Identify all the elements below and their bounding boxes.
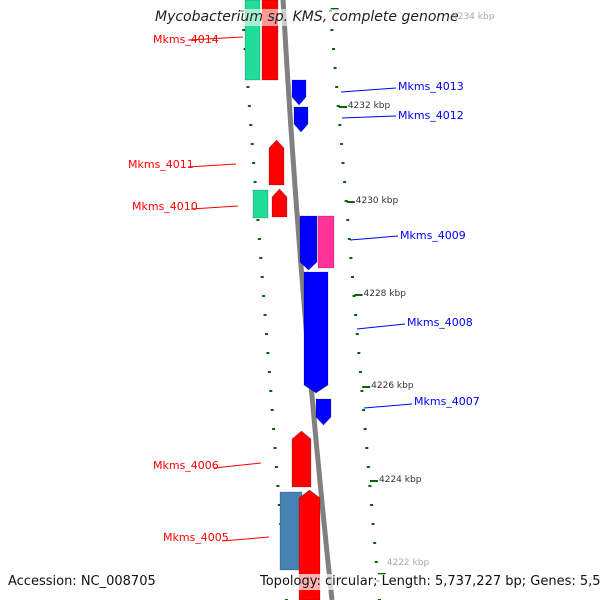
gene-label[interactable]: Mkms_4008 — [407, 316, 473, 329]
minor-tick — [267, 371, 271, 373]
leader-line — [190, 205, 239, 210]
leader-line — [221, 536, 270, 542]
minor-tick — [355, 333, 359, 335]
minor-tick — [246, 86, 250, 88]
gene-label[interactable]: Mkms_4010 — [132, 200, 198, 213]
gene-mkms_4010 — [271, 188, 288, 218]
minor-tick — [358, 371, 362, 373]
minor-tick — [349, 257, 353, 259]
minor-tick — [347, 238, 351, 240]
gene-mkms_4009 — [299, 215, 318, 271]
minor-tick — [368, 485, 372, 487]
leader-line — [349, 235, 399, 241]
minor-tick — [253, 181, 257, 183]
leader-line — [213, 462, 262, 469]
kbp-label: 4230 kbp — [355, 196, 399, 206]
minor-tick — [344, 200, 348, 202]
gene-mkms_4011 — [268, 139, 285, 186]
leader-line — [341, 115, 397, 119]
minor-tick — [263, 314, 267, 316]
kbp-label: 4226 kbp — [371, 381, 414, 391]
minor-tick — [242, 29, 246, 31]
minor-tick — [374, 561, 378, 563]
minor-tick — [277, 504, 281, 506]
leader-line — [356, 323, 406, 330]
minor-tick — [249, 124, 253, 126]
minor-tick — [346, 219, 350, 221]
leader-line — [187, 36, 244, 41]
minor-tick — [366, 466, 370, 468]
leader-line — [363, 403, 413, 409]
minor-tick — [341, 162, 345, 164]
minor-tick — [333, 67, 337, 69]
minor-tick — [269, 390, 273, 392]
major-tick — [362, 386, 371, 388]
minor-tick — [343, 181, 347, 183]
minor-tick — [276, 485, 280, 487]
minor-tick — [256, 219, 260, 221]
minor-tick — [266, 352, 270, 354]
gene-label[interactable]: Mkms_4011 — [128, 158, 194, 171]
gene-mkms_4010 — [252, 189, 269, 219]
major-tick — [354, 294, 363, 296]
leader-line — [340, 87, 397, 93]
major-tick — [338, 106, 347, 108]
minor-tick — [370, 504, 373, 506]
kbp-label: 4224 kbp — [379, 475, 422, 485]
minor-tick — [262, 295, 266, 297]
gene-mkms_4006 — [291, 430, 312, 488]
leader-line — [187, 163, 237, 168]
minor-tick — [339, 143, 343, 145]
gene-mkms_4012 — [293, 106, 309, 133]
accession-text: Accession: NC_008705 — [8, 574, 156, 590]
kbp-label: 4222 kbp — [386, 558, 430, 568]
minor-tick — [257, 238, 261, 240]
minor-tick — [260, 276, 264, 278]
minor-tick — [338, 124, 342, 126]
minor-tick — [371, 523, 375, 525]
topology-text: Topology: circular; Length: 5,737,227 bp… — [260, 574, 600, 590]
gene-label[interactable]: Mkms_4012 — [398, 109, 464, 122]
minor-tick — [270, 409, 274, 411]
gene-label[interactable]: Mkms_4014 — [153, 33, 219, 46]
gene-mkms_4007 — [315, 398, 332, 426]
minor-tick — [362, 409, 366, 411]
minor-tick — [351, 276, 354, 278]
kbp-label: 4228 kbp — [363, 289, 406, 299]
gene-mkms_4009 — [317, 215, 335, 269]
minor-tick — [259, 257, 263, 259]
minor-tick — [273, 447, 277, 449]
minor-tick — [332, 48, 335, 50]
minor-tick — [330, 29, 334, 31]
kbp-label: 4234 kbp — [452, 12, 495, 22]
major-tick — [370, 480, 378, 482]
minor-tick — [252, 162, 256, 164]
major-tick — [346, 201, 355, 203]
minor-tick — [373, 542, 377, 544]
minor-tick — [354, 314, 358, 316]
gene-label[interactable]: Mkms_4006 — [153, 459, 219, 472]
minor-tick — [365, 447, 369, 449]
gene-label[interactable]: Mkms_4009 — [400, 229, 466, 242]
minor-tick — [360, 390, 364, 392]
backbone-line — [280, 0, 335, 600]
kbp-label: 4232 kbp — [347, 101, 391, 111]
gene-label[interactable]: Mkms_4013 — [398, 80, 464, 93]
minor-tick — [357, 352, 361, 354]
gene-mkms_4013 — [291, 79, 307, 106]
minor-tick — [363, 428, 367, 430]
minor-tick — [352, 295, 356, 297]
minor-tick — [336, 105, 340, 107]
gene-label[interactable]: Mkms_4005 — [163, 531, 229, 544]
gene-label[interactable]: Mkms_4007 — [414, 395, 480, 408]
minor-tick — [250, 143, 254, 145]
map-title: Mycobacterium sp. KMS, complete genome — [155, 9, 459, 26]
minor-tick — [335, 86, 339, 88]
minor-tick — [272, 428, 276, 430]
gene-mkms_4008 — [303, 271, 329, 394]
minor-tick — [247, 105, 251, 107]
minor-tick — [264, 333, 268, 335]
minor-tick — [274, 466, 278, 468]
